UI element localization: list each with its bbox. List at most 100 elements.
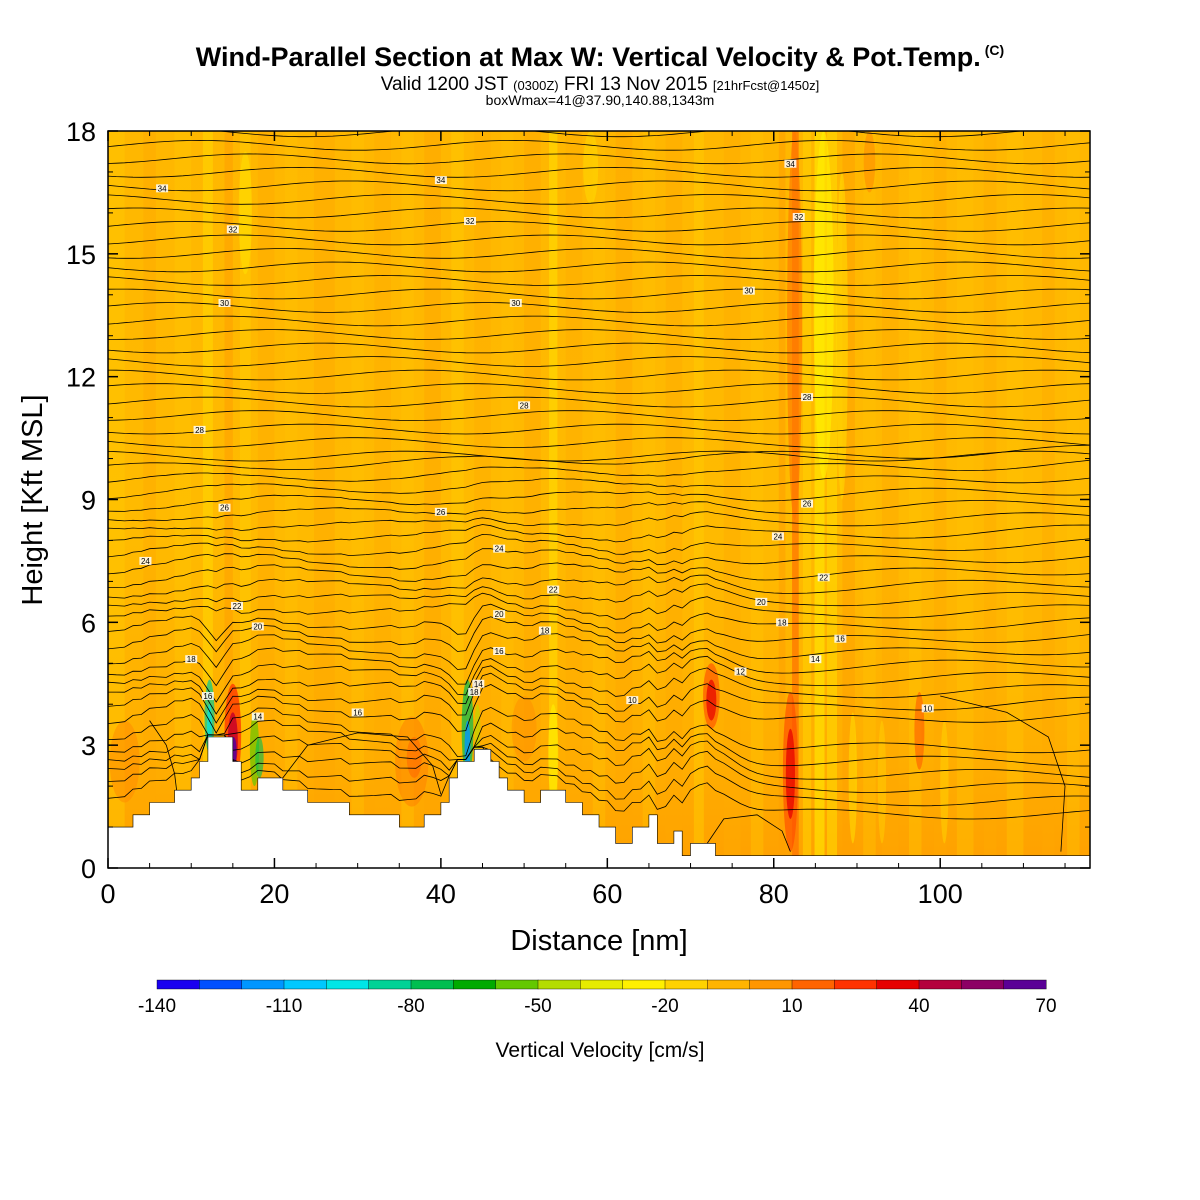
theta-contour-loop-left xyxy=(149,720,178,795)
y-tick-label-4: 12 xyxy=(66,363,96,393)
theta-contour-40 xyxy=(108,275,1090,286)
chart-title: Wind-Parallel Section at Max W: Vertical… xyxy=(0,42,1200,73)
contour-label-bg-34 xyxy=(472,679,485,688)
colorbar-swatch-20 xyxy=(1003,979,1047,990)
updraft-72-core xyxy=(706,679,717,721)
theta-contour-2 xyxy=(108,734,1090,793)
theta-contour-49 xyxy=(108,153,1090,165)
theta-contour-43 xyxy=(108,234,1090,246)
contour-label-bg-19 xyxy=(817,573,830,582)
x-tick-label-3: 60 xyxy=(592,879,622,909)
contour-label-bg-0 xyxy=(156,184,169,193)
low-feature-mid xyxy=(395,716,429,807)
velocity-streak-28 xyxy=(802,131,812,868)
theta-contour-5 xyxy=(108,706,1090,758)
velocity-streak-32 xyxy=(863,131,876,868)
contour-label-bg-5 xyxy=(792,212,805,221)
theta-contour-31 xyxy=(108,396,1090,408)
colorbar-tick-label-1: -110 xyxy=(266,996,303,1017)
velocity-streak-16 xyxy=(524,131,541,868)
contour-label-32: 14 xyxy=(811,655,820,664)
low-feature-mid-core xyxy=(406,736,422,778)
theta-contour-9 xyxy=(108,655,1090,703)
velocity-streak-36 xyxy=(956,131,974,868)
colorbar: -140 -110 -80 -50 -20 10 40 70 xyxy=(138,979,1057,1017)
contour-label-bg-6 xyxy=(218,298,231,307)
y-tick-label-5: 15 xyxy=(66,240,96,270)
contour-label-19: 22 xyxy=(819,573,828,582)
colorbar-swatch-17 xyxy=(876,979,920,990)
contour-label-bg-33 xyxy=(251,712,264,721)
contour-label-bg-1 xyxy=(434,176,447,185)
contour-label-bg-11 xyxy=(193,425,206,434)
colorbar-swatch-8 xyxy=(495,979,539,990)
contour-label-37: 10 xyxy=(923,704,932,713)
theta-contour-19 xyxy=(108,533,1090,558)
theta-contour-16 xyxy=(108,574,1090,599)
velocity-streak-39 xyxy=(1042,131,1055,868)
colorbar-tick-label-5: 10 xyxy=(781,996,802,1017)
contour-label-bg-24 xyxy=(538,626,551,635)
colorbar-swatch-7 xyxy=(453,979,497,990)
velocity-streak-34 xyxy=(908,131,922,868)
theta-contour-46 xyxy=(108,194,1090,205)
contour-label-22: 20 xyxy=(495,610,504,619)
theta-contour-29 xyxy=(108,423,1090,435)
updraft-82-core xyxy=(785,728,795,819)
contour-label-bg-9 xyxy=(518,401,531,410)
velocity-streaks xyxy=(108,131,1080,868)
colorbar-swatch-19 xyxy=(961,979,1005,990)
theta-contour-26 xyxy=(108,444,1090,470)
valid-utc: (0300Z) xyxy=(513,78,559,93)
contour-label-17: 24 xyxy=(773,532,782,541)
contour-label-bg-14 xyxy=(801,499,814,508)
theta-contour-0 xyxy=(108,734,1090,820)
contour-label-8: 30 xyxy=(744,287,753,296)
theta-contour-27 xyxy=(108,450,1090,462)
x-tick-label-0: 0 xyxy=(100,879,115,909)
contour-label-3: 32 xyxy=(228,225,237,234)
colorbar-swatch-16 xyxy=(834,979,878,990)
colorbar-swatch-11 xyxy=(622,979,666,990)
contour-label-bg-29 xyxy=(834,634,847,643)
velocity-streak-33 xyxy=(881,131,899,868)
theta-contour-28 xyxy=(108,437,1090,448)
contour-label-36: 10 xyxy=(628,696,637,705)
contour-label-15: 24 xyxy=(141,557,150,566)
theta-contour-38 xyxy=(108,302,1090,313)
contour-label-26: 18 xyxy=(187,655,196,664)
low-yellow-53 xyxy=(548,704,559,803)
colorbar-tick-label-3: -50 xyxy=(524,996,551,1017)
contour-label-7: 30 xyxy=(511,299,520,308)
theta-contour-6 xyxy=(108,684,1090,734)
contour-label-33: 14 xyxy=(253,713,262,722)
contour-label-20: 22 xyxy=(233,602,242,611)
theta-contour-13 xyxy=(108,603,1090,642)
theta-contour-48 xyxy=(108,166,1090,178)
velocity-streak-35 xyxy=(933,131,947,868)
contour-label-bg-12 xyxy=(218,503,231,512)
upper-band-yellow xyxy=(813,131,834,480)
theta-contour-loop-right xyxy=(706,814,791,852)
velocity-streak-20 xyxy=(615,131,633,868)
contour-label-bg-30 xyxy=(201,692,214,701)
contour-label-bg-28 xyxy=(493,646,506,655)
theta-contour-loop-mid xyxy=(282,732,442,795)
valid-date: FRI 13 Nov 2015 xyxy=(563,74,708,95)
contour-label-30: 16 xyxy=(203,692,212,701)
colorbar-tick-label-0: -140 xyxy=(138,996,176,1017)
theta-contour-51 xyxy=(216,131,1026,138)
velocity-streak-19 xyxy=(592,131,606,868)
y-tick-label-0: 0 xyxy=(81,854,96,884)
velocity-streak-23 xyxy=(693,131,704,868)
contour-label-bg-37 xyxy=(921,704,934,713)
contour-label-24: 18 xyxy=(540,627,549,636)
theta-contour-44 xyxy=(108,221,1090,232)
axes: 0 20 40 60 80 100 0 3 6 9 12 15 18 xyxy=(66,117,1090,909)
velocity-streak-29 xyxy=(814,131,825,868)
colorbar-swatch-3 xyxy=(283,979,327,990)
velocity-streak-30 xyxy=(827,131,838,868)
theta-contour-14 xyxy=(108,592,1090,620)
contour-label-16: 24 xyxy=(495,545,504,554)
